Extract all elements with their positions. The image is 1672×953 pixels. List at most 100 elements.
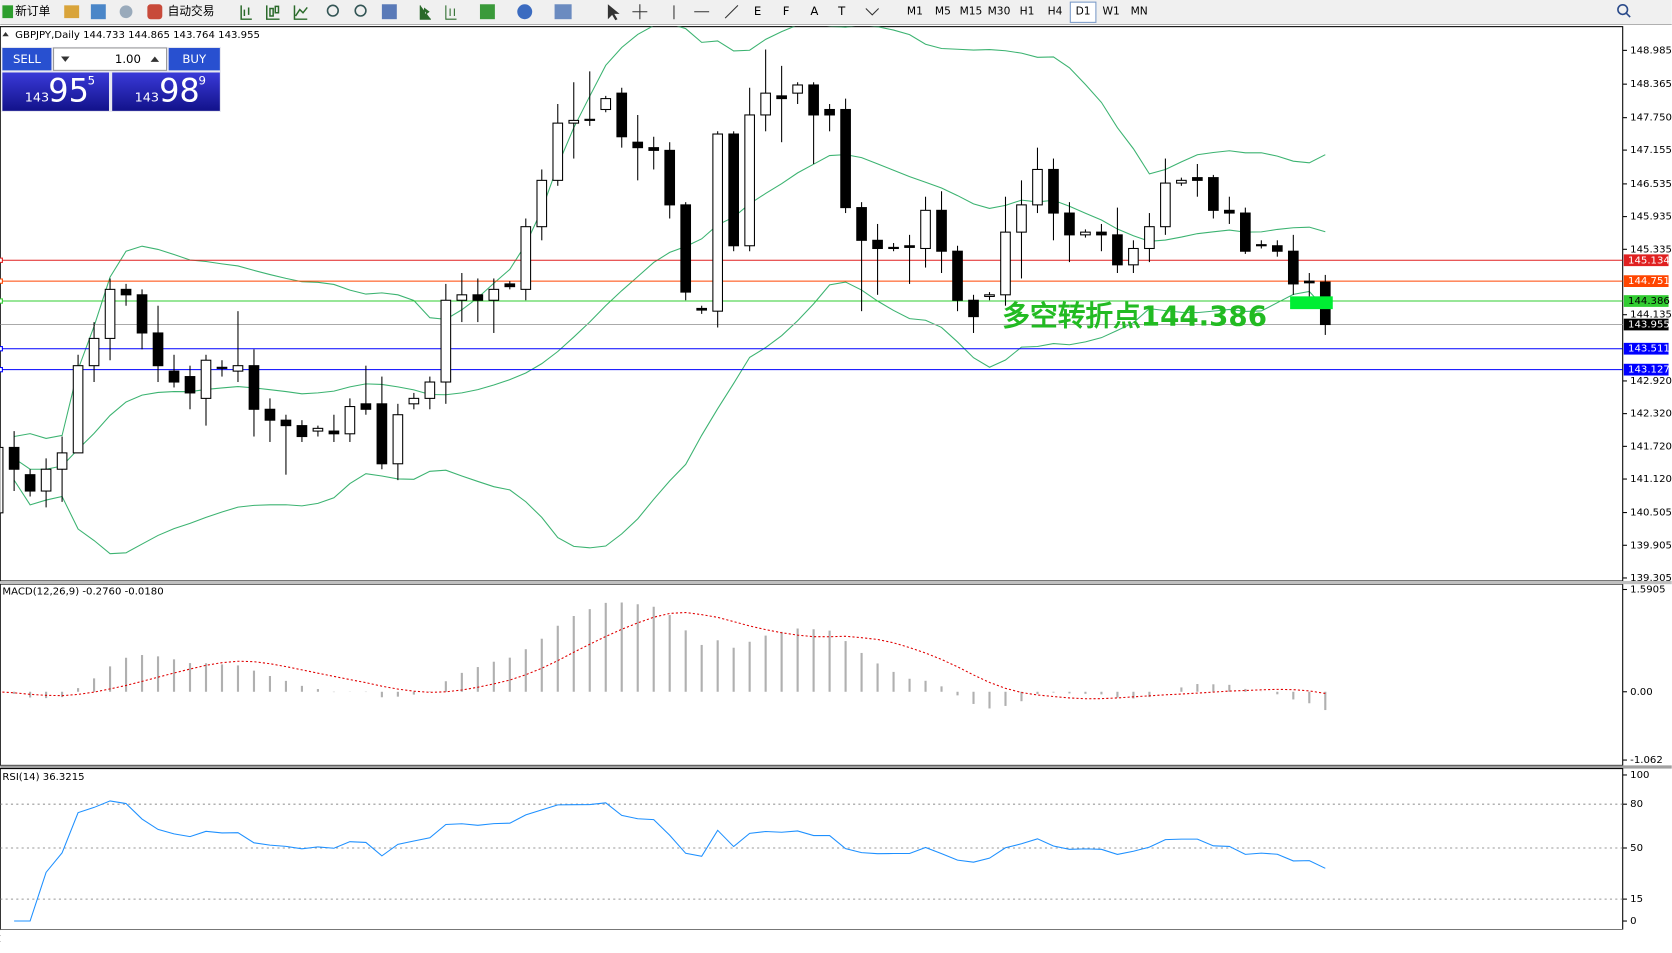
- zoom-out[interactable]: [354, 4, 367, 17]
- candle-body: [1000, 231, 1011, 296]
- candle-body: [968, 299, 979, 318]
- candle-body: [952, 250, 963, 301]
- periods[interactable]: [517, 4, 533, 20]
- rsi-tick-label: 50: [1630, 843, 1643, 854]
- current-price-label: 143.955: [1628, 320, 1670, 331]
- candle-body: [680, 204, 692, 293]
- annotation: 多空转折点144.386: [1002, 300, 1267, 333]
- toolbar-bg: [0, 0, 1672, 25]
- candle-body: [728, 133, 739, 247]
- candle-body: [440, 299, 452, 383]
- price-prefix: 143: [135, 91, 159, 106]
- y-tick-label: 147.750: [1630, 113, 1672, 124]
- line-chart-icon[interactable]: [293, 5, 308, 20]
- macd-tick-label: 1.5905: [1630, 584, 1665, 595]
- indicators[interactable]: [479, 4, 495, 20]
- draw-tool[interactable]: [865, 8, 880, 16]
- tool-icon[interactable]: [90, 4, 106, 20]
- cursor[interactable]: [607, 4, 620, 21]
- draw-tool[interactable]: T: [837, 4, 846, 18]
- price-prefix: 143: [25, 91, 49, 106]
- candle-body: [1192, 177, 1203, 181]
- new-order[interactable]: 新订单: [15, 4, 50, 18]
- lot-up[interactable]: [150, 56, 160, 62]
- price-main: 95: [48, 72, 89, 110]
- candle-body: [296, 425, 308, 438]
- candle-icon[interactable]: [266, 5, 280, 20]
- price-sup: 9: [199, 74, 206, 88]
- candle-body: [1271, 245, 1283, 252]
- lot-down[interactable]: [61, 56, 70, 62]
- lot-value[interactable]: 1.00: [115, 52, 141, 66]
- active-timeframe: [1069, 1, 1097, 23]
- sell-label[interactable]: SELL: [13, 52, 41, 66]
- rsi-tick-label: 0: [1630, 916, 1636, 927]
- buy-price-box[interactable]: [112, 72, 220, 111]
- annotation-marker: [1290, 296, 1333, 310]
- tool-icon[interactable]: [64, 5, 80, 19]
- shift[interactable]: [445, 5, 457, 20]
- candle-body: [376, 403, 388, 465]
- tool-icon[interactable]: [119, 5, 133, 19]
- search[interactable]: [1617, 3, 1629, 16]
- candle-body: [72, 365, 84, 454]
- crosshair[interactable]: [632, 4, 648, 20]
- timeframe[interactable]: M5: [935, 5, 951, 18]
- candle-body: [744, 114, 755, 247]
- candle-body: [488, 288, 500, 301]
- macd-plot: [0, 602, 1327, 711]
- candle-body: [792, 84, 803, 94]
- candle-body: [168, 370, 180, 383]
- y-tick-label: 140.505: [1630, 508, 1672, 519]
- draw-tool[interactable]: E: [754, 4, 761, 18]
- level-handle: [0, 278, 3, 284]
- candle-body: [888, 246, 899, 250]
- y-tick-label: 148.365: [1630, 79, 1672, 90]
- scroll[interactable]: [419, 5, 431, 20]
- level-tag: [1623, 275, 1669, 287]
- auto-trade[interactable]: 自动交易: [168, 4, 215, 18]
- new-order-icon[interactable]: [2, 5, 14, 19]
- lot-input[interactable]: [53, 47, 168, 71]
- draw-tool[interactable]: A: [810, 4, 818, 18]
- timeframe[interactable]: M30: [988, 5, 1011, 18]
- timeframe[interactable]: MN: [1131, 5, 1148, 18]
- y-tick-label: 148.985: [1630, 45, 1672, 56]
- buy-button[interactable]: [168, 47, 220, 71]
- timeframe[interactable]: H1: [1020, 5, 1035, 18]
- timeframe[interactable]: W1: [1102, 5, 1119, 18]
- price-sup: 5: [88, 74, 95, 88]
- draw-tools[interactable]: [673, 4, 739, 20]
- y-tick-label: 139.305: [1630, 573, 1672, 584]
- timeframe[interactable]: M15: [960, 5, 983, 18]
- sell-price-box[interactable]: [2, 72, 109, 111]
- tile[interactable]: [381, 4, 397, 20]
- candle-body: [1112, 234, 1123, 266]
- rsi-tick-label: 80: [1630, 799, 1643, 810]
- candle-body: [584, 118, 596, 121]
- level-handle: [0, 298, 3, 304]
- panel-separator: [0, 580, 1672, 585]
- auto-trade-icon[interactable]: [147, 4, 163, 20]
- toolbar: 新订单 自动交易 E F A T M1 M5 M15 M30 H1 H4 D1 W1 MN: [0, 0, 1672, 26]
- candle-body: [1303, 280, 1315, 284]
- templates[interactable]: [554, 4, 572, 20]
- main-panel: [0, 26, 1624, 582]
- timeframe[interactable]: D1: [1076, 5, 1091, 18]
- level-tag: [1623, 254, 1669, 267]
- timeframe[interactable]: H4: [1048, 5, 1063, 18]
- timeframe[interactable]: M1: [907, 5, 923, 18]
- buy-label[interactable]: BUY: [182, 52, 207, 66]
- candle-body: [456, 294, 468, 301]
- candle-body: [824, 108, 835, 116]
- sell-button[interactable]: [2, 47, 52, 71]
- candle-body: [536, 179, 548, 228]
- candle-body: [904, 245, 915, 248]
- bar-chart-icon[interactable]: [240, 5, 252, 20]
- draw-tool[interactable]: F: [783, 4, 790, 18]
- current-price-tag: [1623, 318, 1669, 331]
- zoom-in[interactable]: [326, 4, 339, 17]
- collapse[interactable]: [2, 31, 9, 37]
- candle-body: [984, 294, 995, 297]
- macd-title: MACD(12,26,9) -0.2760 -0.0180: [2, 587, 163, 598]
